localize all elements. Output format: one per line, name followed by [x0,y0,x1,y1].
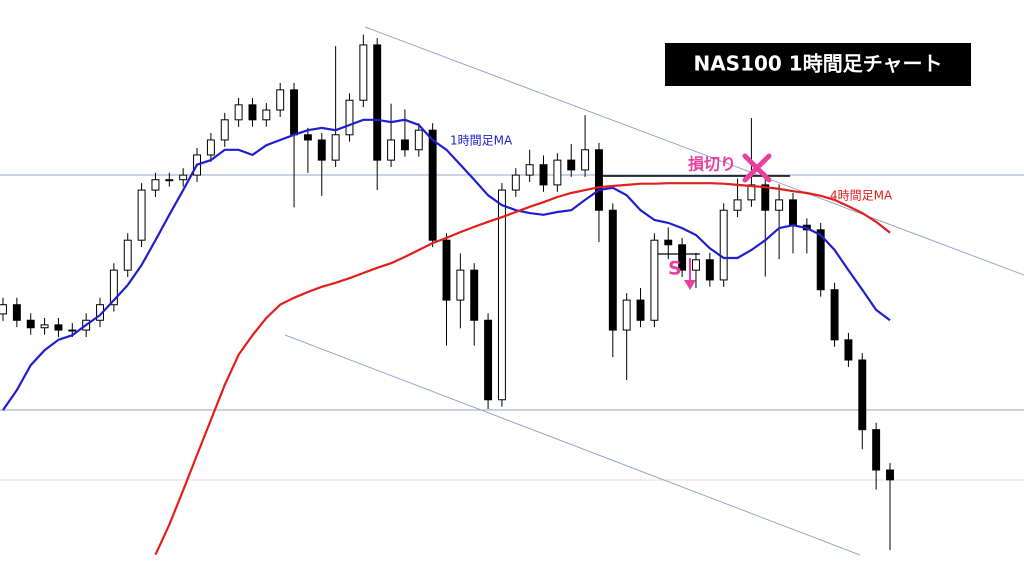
title-box [665,43,971,86]
candle-body [165,179,174,182]
candle-body [345,99,354,136]
candle-body [594,149,603,211]
stop-marker [742,153,772,183]
candle-body [789,199,797,226]
candle-body [54,324,63,331]
plot-area [0,34,894,556]
candle-body [151,179,160,191]
candle-body [26,319,35,329]
signal-label: S [668,258,682,280]
candle-body [248,104,257,121]
candle-body [470,269,479,321]
candle-body [484,319,493,401]
legend-label: 4時間足MA [830,189,893,203]
candle-body [747,184,756,201]
candle-body [858,359,867,431]
candle-body [664,239,673,246]
candle-body [40,324,49,329]
candle-body [567,159,576,171]
candle-body [290,89,299,136]
candle-body [816,229,825,291]
candle-body [373,44,382,161]
stop-loss-label: 損切り [688,155,736,174]
candle-body [442,239,451,301]
candle-body [650,239,659,321]
candle-body [775,199,784,211]
candle-body [539,164,548,186]
candle-body [456,269,465,301]
candle-body [317,139,326,161]
candle-body [719,209,728,281]
candle-body [359,44,368,101]
chart-title: NAS100 1時間足チャート [693,52,942,76]
signal-arrowhead [684,280,696,290]
candle-body [511,174,520,191]
candle-body [12,304,21,321]
candle-body [414,129,423,151]
channel-line [284,334,861,556]
candle-body [262,109,271,121]
ma-line [154,182,891,556]
candle-body [0,304,7,315]
candle-body [622,299,631,331]
candle-body [525,164,534,176]
candle-body [137,189,146,241]
candle-body [400,139,409,151]
candle-body [844,339,853,361]
candle-body [331,134,340,161]
candle-body [733,199,742,211]
candle-body [886,469,894,481]
channel-line [364,26,1024,276]
candle-body [872,429,881,471]
candle-body [179,174,188,181]
candle-body [608,209,617,331]
candle-body [123,239,132,271]
candle-body [428,129,437,241]
candle-body [206,139,215,156]
candle-body [303,134,312,141]
candle-body [581,149,590,171]
candle-body [497,189,506,401]
candle-body [109,269,118,306]
candle-body [234,104,243,121]
candle-body [68,329,77,332]
candle-body [761,184,770,211]
candle-body [705,259,714,281]
legend-label: 1時間足MA [450,134,513,148]
candle-body [636,299,645,321]
candle-body [678,244,687,271]
candle-body [387,139,396,161]
candle-body [692,259,700,271]
candle-body [220,119,229,141]
candle-body [553,159,562,186]
candle-body [276,89,285,111]
ma-line [2,118,891,411]
candle-body [830,289,839,341]
